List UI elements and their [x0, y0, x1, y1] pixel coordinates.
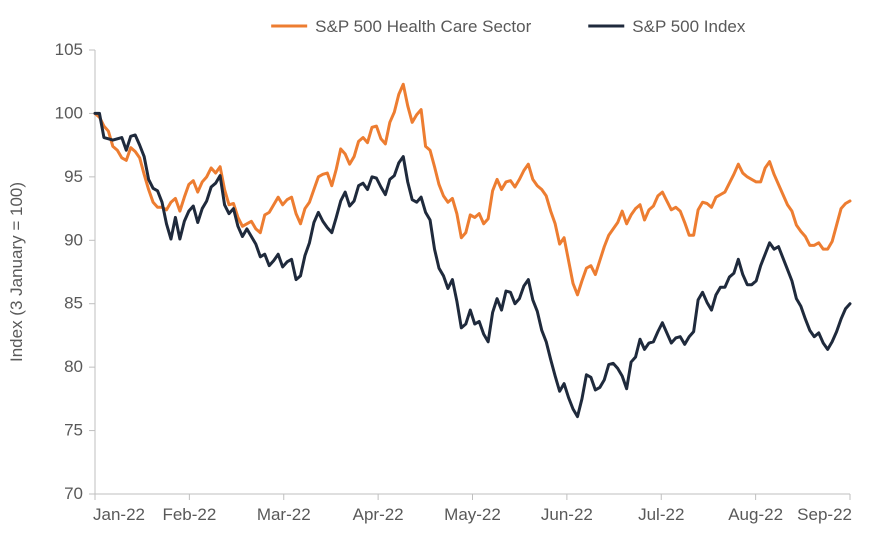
svg-text:Jul-22: Jul-22 [638, 505, 684, 524]
svg-text:Mar-22: Mar-22 [257, 505, 311, 524]
svg-text:85: 85 [64, 294, 83, 313]
legend-label: S&P 500 Health Care Sector [315, 17, 531, 36]
svg-text:Jun-22: Jun-22 [541, 505, 593, 524]
svg-text:Feb-22: Feb-22 [162, 505, 216, 524]
svg-text:Sep-22: Sep-22 [797, 505, 852, 524]
svg-text:105: 105 [55, 40, 83, 59]
svg-text:75: 75 [64, 421, 83, 440]
svg-text:May-22: May-22 [444, 505, 501, 524]
y-axis-title: Index (3 January = 100) [7, 182, 26, 362]
svg-text:70: 70 [64, 484, 83, 503]
svg-text:Jan-22: Jan-22 [93, 505, 145, 524]
legend-label: S&P 500 Index [632, 17, 746, 36]
svg-text:Apr-22: Apr-22 [353, 505, 404, 524]
svg-text:95: 95 [64, 167, 83, 186]
svg-text:100: 100 [55, 103, 83, 122]
svg-text:Aug-22: Aug-22 [728, 505, 783, 524]
svg-text:90: 90 [64, 230, 83, 249]
line-chart: 70 75 80 85 90 95 100 105 Jan-22 Feb-22 Mar-22 Apr-… [0, 0, 870, 544]
chart-svg: 70 75 80 85 90 95 100 105 Jan-22 Feb-22 Mar-22 Apr-… [0, 0, 870, 544]
svg-text:80: 80 [64, 357, 83, 376]
